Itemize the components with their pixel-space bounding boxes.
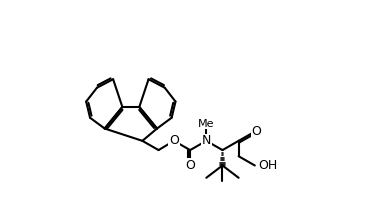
Text: O: O	[252, 125, 261, 138]
Text: O: O	[185, 159, 195, 172]
Text: OH: OH	[258, 159, 277, 172]
Text: O: O	[169, 134, 179, 147]
Text: N: N	[202, 134, 211, 147]
Text: Me: Me	[198, 119, 215, 129]
